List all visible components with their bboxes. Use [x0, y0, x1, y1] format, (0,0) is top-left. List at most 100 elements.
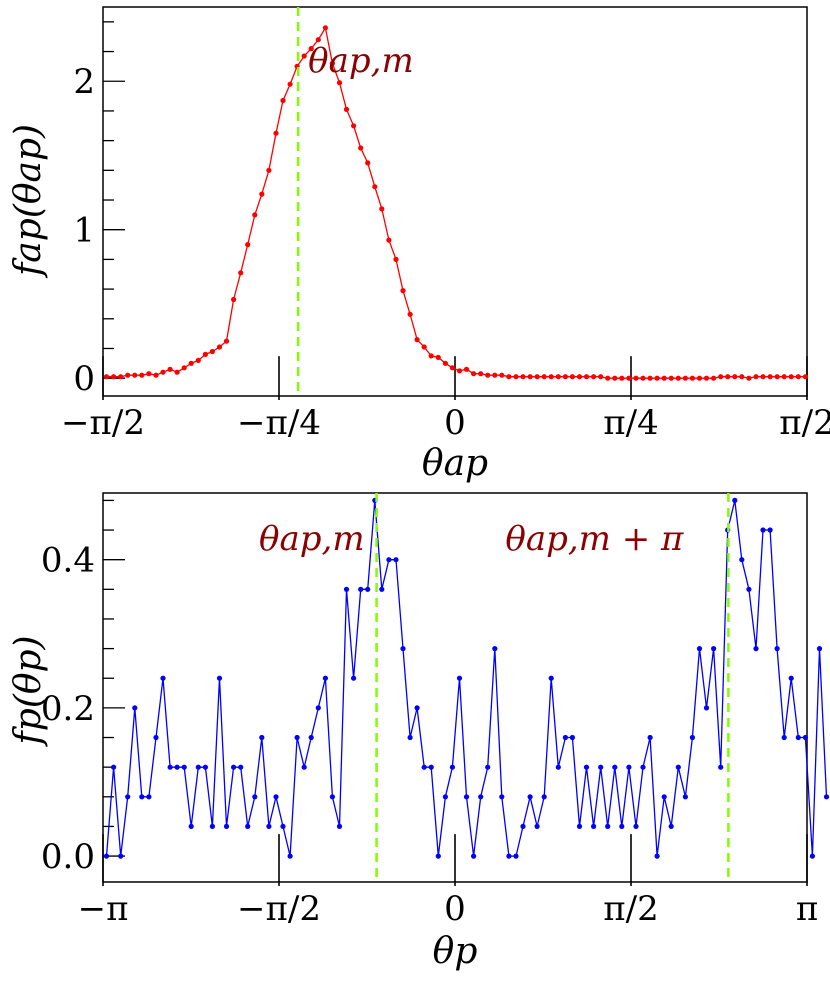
data-point [506, 853, 512, 859]
data-point [492, 372, 498, 378]
data-point [336, 80, 343, 86]
data-point [372, 184, 378, 190]
data-point [739, 374, 745, 380]
data-point [407, 311, 413, 317]
data-point [640, 764, 646, 770]
data-point [160, 675, 166, 681]
data-point [421, 344, 427, 350]
data-point [718, 764, 724, 770]
data-point [774, 374, 780, 380]
y-tick-label: 0.2 [41, 689, 95, 729]
y-tick-label: 0.0 [41, 837, 95, 877]
data-point [125, 372, 131, 378]
data-point [315, 705, 321, 711]
data-point [379, 206, 385, 212]
data-point [153, 372, 159, 378]
plot-frame [102, 492, 808, 883]
data-point [351, 675, 357, 681]
data-point [605, 823, 611, 830]
data-point [358, 145, 364, 151]
data-point [103, 853, 110, 859]
data-point [689, 375, 696, 381]
data-point [703, 705, 710, 711]
data-point [548, 374, 554, 380]
data-point [132, 372, 138, 378]
data-point [216, 344, 223, 350]
data-point [795, 374, 801, 380]
data-point [816, 646, 823, 652]
data-point [294, 734, 300, 741]
data-point [675, 375, 681, 381]
data-point [329, 60, 335, 66]
data-point [231, 296, 237, 303]
data-point [760, 527, 766, 533]
series-line [105, 500, 828, 857]
data-point [386, 237, 392, 243]
data-point [732, 497, 738, 503]
data-point [103, 374, 110, 380]
data-point [562, 374, 569, 380]
data-point [238, 270, 244, 276]
data-point [449, 764, 455, 770]
data-point [146, 794, 152, 800]
data-point [598, 374, 604, 380]
data-point [132, 705, 138, 711]
plot-frame [102, 6, 808, 397]
top-panel: 0 1 2 −π/2 −π/4 0 π/4 π/2 θap fap(θap) θap,m [8, 6, 830, 484]
data-point [167, 764, 173, 770]
series-line [106, 26, 806, 379]
data-point [456, 675, 463, 681]
y-axis-label: fp(θp) [8, 635, 49, 747]
data-point [647, 734, 653, 741]
data-point [506, 374, 512, 380]
data-point [668, 375, 674, 381]
data-point [223, 338, 230, 344]
data-point [583, 764, 590, 770]
x-tick-label: π/2 [779, 403, 830, 443]
data-point [118, 853, 124, 859]
x-tick-label: 0 [444, 403, 466, 443]
data-point [223, 823, 230, 830]
data-point [654, 853, 660, 859]
data-point [823, 794, 830, 800]
data-point [167, 366, 173, 372]
data-point [386, 557, 392, 563]
data-point [139, 794, 145, 800]
data-point [287, 81, 293, 87]
data-point [633, 375, 639, 381]
x-tick-label: −π/4 [237, 403, 321, 443]
data-point [612, 764, 618, 770]
x-tick-label: −π/2 [237, 889, 321, 929]
data-point [605, 375, 611, 381]
data-point [711, 375, 717, 381]
data-point [626, 375, 632, 381]
data-point [682, 794, 689, 800]
data-point [238, 764, 244, 770]
data-point [301, 53, 307, 59]
data-point [414, 705, 420, 711]
data-point [329, 794, 335, 800]
data-point [760, 374, 766, 380]
data-point [534, 374, 540, 380]
data-point [767, 527, 773, 533]
data-point [351, 123, 357, 129]
data-point [463, 366, 470, 372]
data-point [379, 586, 385, 592]
data-point [428, 764, 434, 770]
data-point [400, 288, 406, 294]
data-point [640, 375, 646, 381]
data-point [421, 764, 427, 770]
data-point [485, 764, 491, 770]
y-tick-label: 0.4 [41, 541, 95, 581]
data-point [478, 371, 484, 377]
data-point [266, 167, 272, 173]
data-point [795, 734, 801, 741]
data-point [471, 853, 477, 859]
data-point [774, 646, 780, 652]
data-point [414, 337, 420, 343]
data-point [626, 764, 632, 770]
data-point [562, 734, 569, 741]
data-point [781, 734, 787, 741]
data-point [718, 374, 724, 380]
data-point [802, 734, 809, 741]
